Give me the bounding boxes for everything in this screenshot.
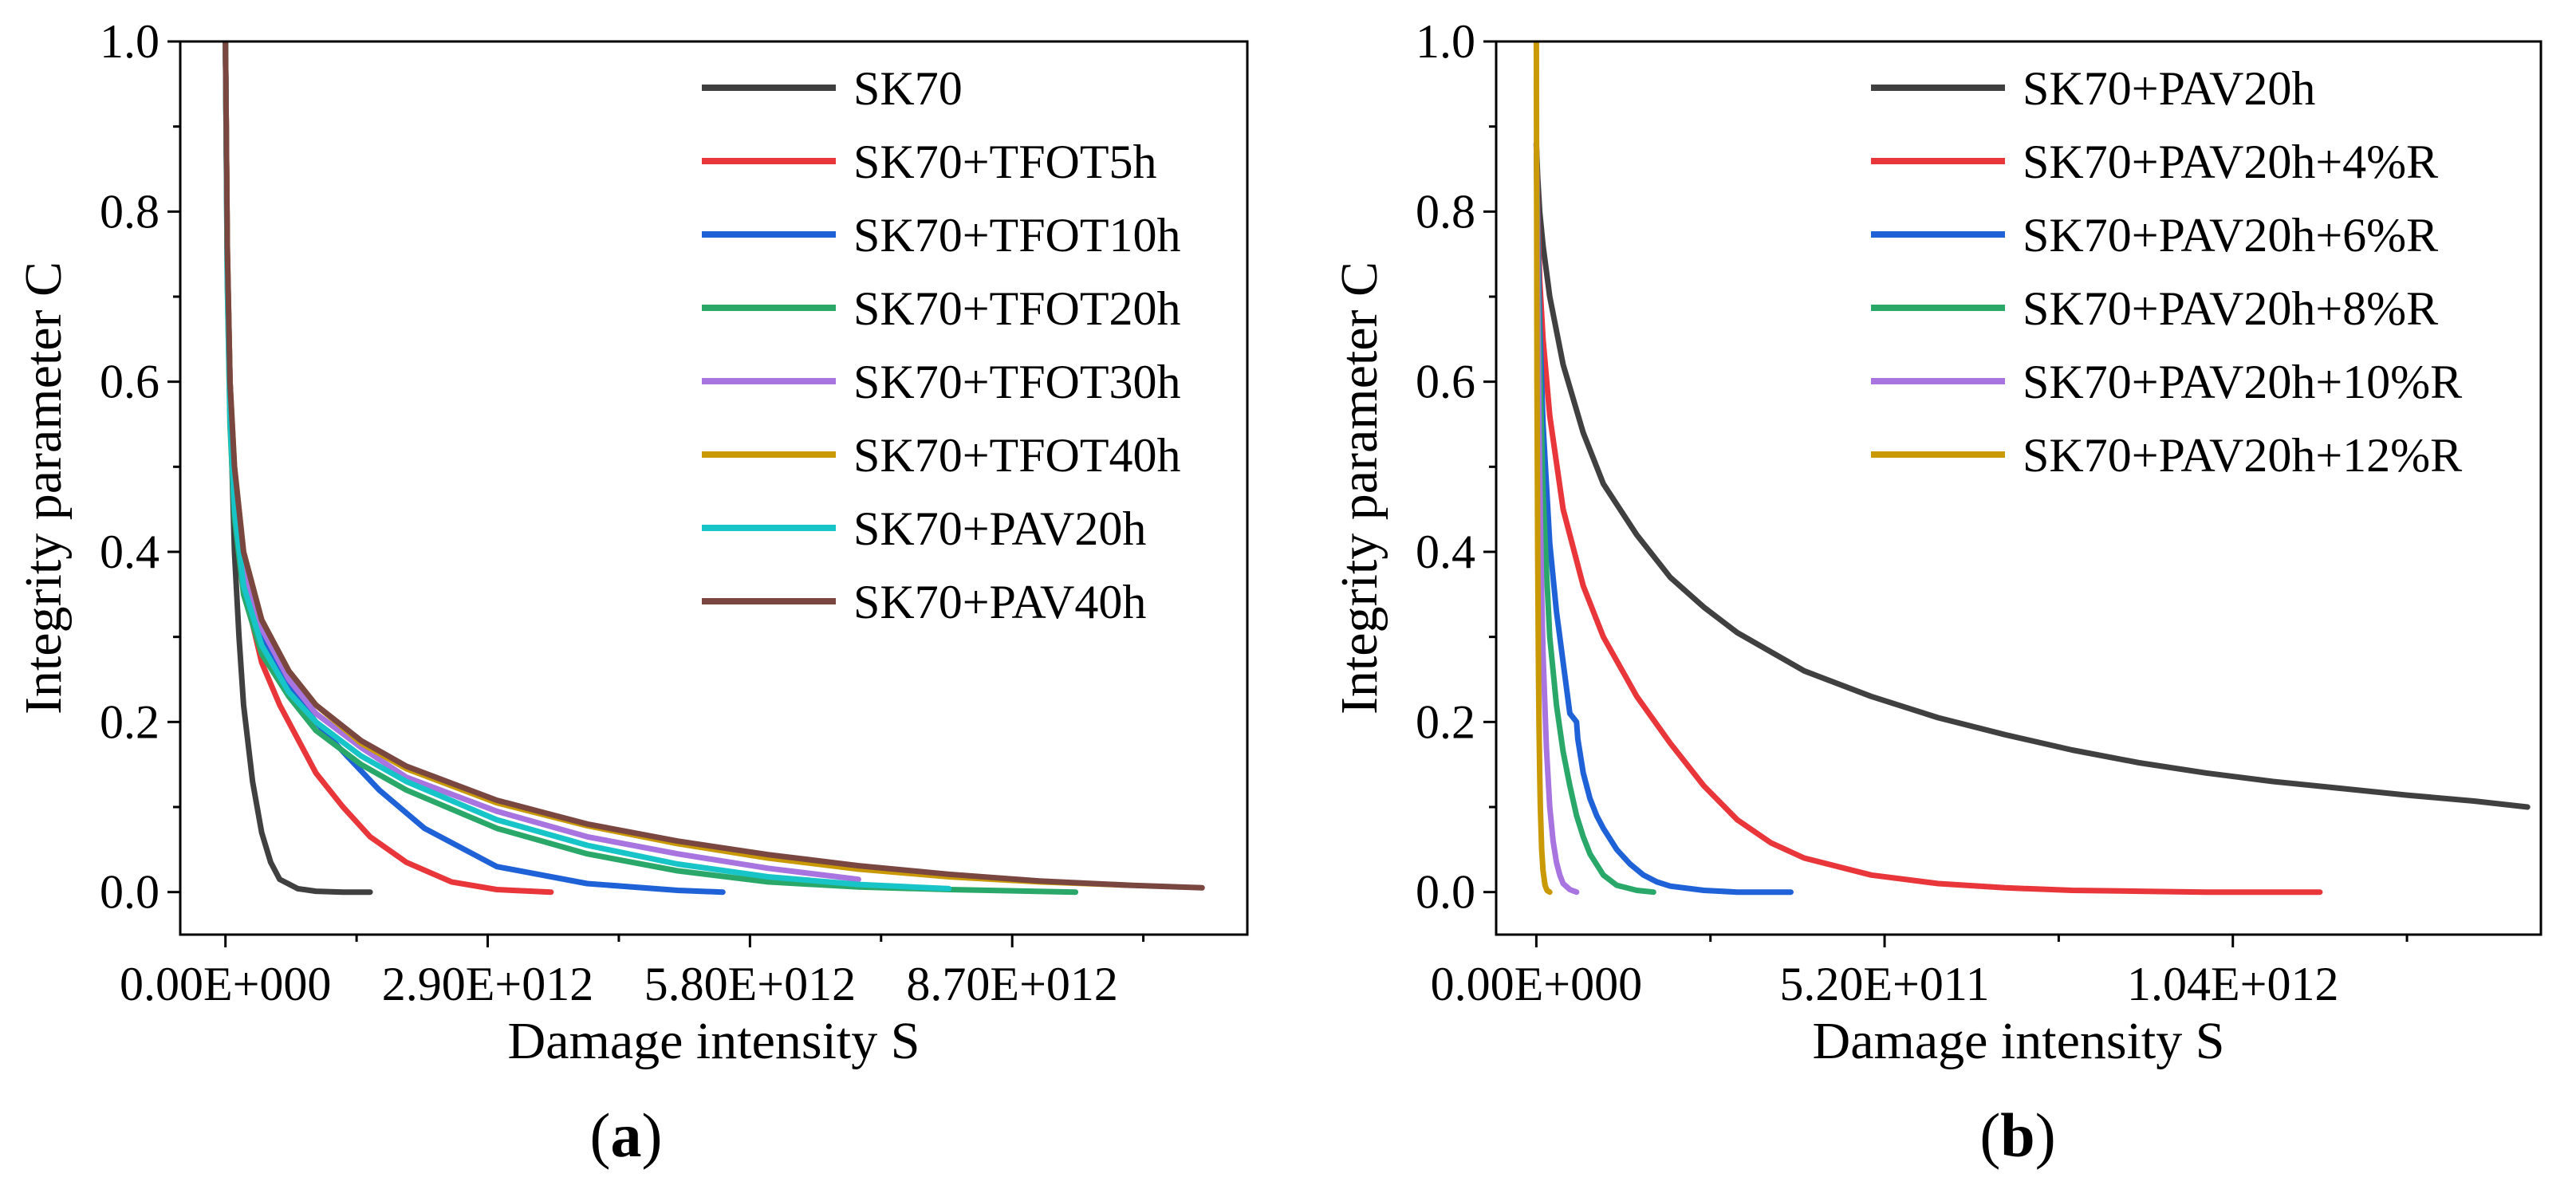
y-tick-label-a-4: 0.8 [100,185,160,238]
legend-label-b-1: SK70+PAV20h+4%R [2023,136,2438,188]
x-tick-label-a-1: 2.90E+012 [382,958,594,1010]
legend-label-a-4: SK70+TFOT30h [853,356,1181,408]
legend-label-b-0: SK70+PAV20h [2023,62,2315,115]
y-tick-label-a-5: 1.0 [100,15,160,68]
series-line-b-3 [1533,140,1656,896]
y-tick-label-a-2: 0.4 [100,526,160,578]
y-axis-title-a: Integrity parameter C [14,262,73,715]
y-axis-title-b: Integrity parameter C [1330,262,1388,715]
legend-label-b-2: SK70+PAV20h+6%R [2023,209,2438,262]
x-axis-title-b: Damage intensity S [1813,1012,2225,1070]
y-tick-label-a-0: 0.0 [100,866,160,919]
x-axis-title-a: Damage intensity S [508,1012,920,1070]
plot-frame-b [1495,40,2543,936]
x-tick-label-a-2: 5.80E+012 [644,958,857,1010]
y-tick-label-b-3: 0.6 [1416,356,1475,408]
x-tick-label-b-2: 1.04E+012 [2127,958,2339,1010]
legend-label-b-4: SK70+PAV20h+10%R [2023,356,2462,408]
caption-letter: a [611,1100,642,1170]
series-line-b-0 [1533,140,2531,810]
legend-label-a-3: SK70+TFOT20h [853,282,1181,335]
y-tick-label-a-1: 0.2 [100,695,160,748]
chart-panel-a: 0.0 0.2 0.4 0.6 0.8 1.0 0.00E+000 2.90E+012 5.80… [14,15,1249,1170]
series-line-a-7 [223,41,1205,891]
series-line-a-2 [223,41,726,896]
legend-a: SK70 SK70+TFOT5h SK70+TFOT10h SK70+TFOT20h S… [702,62,1181,628]
x-tick-label-b-1: 5.20E+011 [1779,958,1989,1010]
series-lines-b [1533,41,2531,896]
series-line-b-1 [1533,140,2323,896]
legend-label-a-5: SK70+TFOT40h [853,429,1181,482]
caption-open: ( [1979,1100,2000,1170]
series-line-b-2 [1533,140,1794,896]
series-line-a-0 [223,41,373,896]
caption-letter: b [2000,1100,2034,1170]
caption-open: ( [590,1100,611,1170]
series-line-a-6 [223,41,952,892]
x-tick-label-a-0: 0.00E+000 [120,958,332,1010]
plot-frame-a [179,40,1249,936]
legend-b: SK70+PAV20h SK70+PAV20h+4%R SK70+PAV20h+6%… [1871,62,2462,482]
legend-label-b-3: SK70+PAV20h+8%R [2023,282,2438,335]
y-tick-label-b-4: 0.8 [1416,185,1475,238]
x-tick-label-a-3: 8.70E+012 [906,958,1118,1010]
caption-close: ) [2035,1100,2056,1170]
panel-caption-a: (a) [590,1100,663,1170]
y-tick-label-b-5: 1.0 [1416,15,1475,68]
chart-panel-b: 0.0 0.2 0.4 0.6 0.8 1.0 0.00E+000 5.20E+011 1.04… [1330,15,2543,1170]
legend-label-a-1: SK70+TFOT5h [853,136,1157,188]
series-lines-a [223,41,1205,896]
y-tick-label-b-1: 0.2 [1416,695,1475,748]
series-line-b-5 [1533,41,1553,896]
panel-caption-b: (b) [1979,1100,2055,1170]
y-tick-label-a-3: 0.6 [100,356,160,408]
legend-label-a-6: SK70+PAV20h [853,502,1146,555]
legend-label-b-5: SK70+PAV20h+12%R [2023,429,2462,482]
legend-label-a-7: SK70+PAV40h [853,576,1146,628]
legend-label-a-0: SK70 [853,62,963,115]
x-tick-label-b-0: 0.00E+000 [1431,958,1643,1010]
legend-label-a-2: SK70+TFOT10h [853,209,1181,262]
y-tick-label-b-2: 0.4 [1416,526,1475,578]
caption-close: ) [642,1100,663,1170]
series-line-a-4 [223,41,861,883]
y-tick-label-b-0: 0.0 [1416,866,1475,919]
